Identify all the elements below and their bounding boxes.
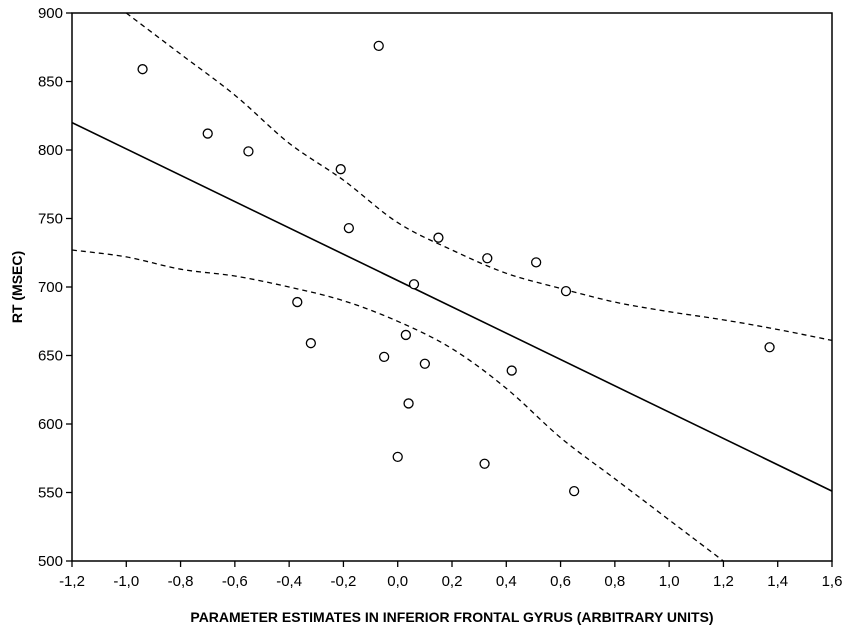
x-tick-label: 0,0 <box>387 573 408 590</box>
x-tick-label: 1,4 <box>767 573 788 590</box>
data-point <box>343 222 355 234</box>
ci-lower-line <box>71 249 724 562</box>
confidence-bands <box>71 12 833 562</box>
x-tick-label: 1,0 <box>659 573 680 590</box>
x-tick-label: 0,6 <box>550 573 571 590</box>
data-point <box>305 338 317 349</box>
x-tick-label: -0,2 <box>330 573 356 590</box>
x-tick-label: -1,0 <box>113 573 139 590</box>
y-tick-label: 850 <box>38 74 63 91</box>
data-point <box>137 64 148 75</box>
y-tick-label: 500 <box>38 553 63 570</box>
data-point <box>419 358 431 369</box>
y-tick-label: 600 <box>38 416 63 433</box>
regression-line <box>71 121 833 492</box>
data-point <box>433 232 444 243</box>
data-points <box>137 40 775 497</box>
x-tick-label: -1,2 <box>59 573 85 590</box>
x-tick-label: 1,6 <box>822 573 843 590</box>
data-point <box>400 329 412 341</box>
data-point <box>202 128 213 139</box>
x-tick-label: -0,8 <box>168 573 194 590</box>
x-tick-label: -0,4 <box>276 573 302 590</box>
data-point <box>392 451 403 463</box>
data-point <box>479 458 490 469</box>
y-axis-title: RT (MSEC) <box>9 251 25 323</box>
y-axis-ticks: 500 550 600 650 700 750 800 850 900 <box>38 5 72 570</box>
x-tick-label: 0,4 <box>496 573 517 590</box>
data-point <box>292 296 303 308</box>
y-tick-label: 800 <box>38 142 63 159</box>
y-tick-label: 700 <box>38 279 63 296</box>
ci-upper-line <box>125 12 833 342</box>
y-tick-label: 750 <box>38 211 63 228</box>
data-point <box>482 253 493 264</box>
x-axis-ticks: -1,2 -1,0 -0,8 -0,6 -0,4 -0,2 0,0 0,2 0,4 0,6 0,8 1… <box>59 561 842 590</box>
y-tick-label: 900 <box>38 5 63 22</box>
data-point <box>530 257 542 268</box>
x-tick-label: 0,2 <box>442 573 463 590</box>
data-point <box>408 279 420 290</box>
regression-fit <box>71 121 833 492</box>
data-point <box>403 398 414 409</box>
x-tick-label: 0,8 <box>604 573 625 590</box>
data-point <box>506 365 517 376</box>
y-tick-label: 550 <box>38 485 63 502</box>
data-point <box>373 40 384 52</box>
x-axis-title: PARAMETER ESTIMATES IN INFERIOR FRONTAL … <box>190 609 713 625</box>
data-point <box>243 146 254 157</box>
x-tick-label: -0,6 <box>222 573 248 590</box>
data-point <box>560 285 572 297</box>
x-tick-label: 1,2 <box>713 573 734 590</box>
data-point <box>335 164 346 175</box>
data-point <box>378 351 390 363</box>
data-point <box>568 485 580 497</box>
y-tick-label: 650 <box>38 348 63 365</box>
plot-frame <box>71 12 833 562</box>
data-point <box>764 342 775 353</box>
